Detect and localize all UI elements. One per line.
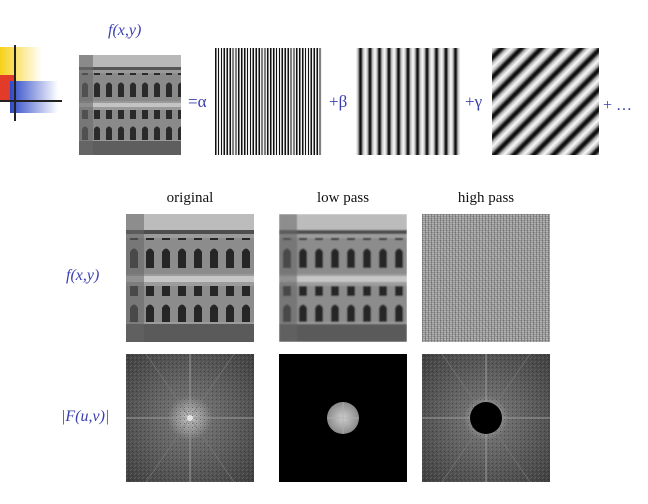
high-pass-spectrum [422,354,550,482]
equals-alpha: =α [188,92,207,111]
original-image [126,214,254,342]
basis-diagonal [492,48,599,155]
plus-beta: +β [329,92,348,111]
original-spectrum [126,354,254,482]
low-pass-image [279,214,407,342]
top-fxy-label: f(x,y) [108,22,142,39]
basis-vertical-fine [215,48,322,155]
col-label-high-pass: high pass [457,190,515,206]
row-label-Fuv: |F(u,v)| [61,408,110,425]
plus-ellipsis: + … [603,97,633,114]
slide-logo [0,45,62,121]
col-label-low-pass: low pass [316,190,370,206]
low-pass-spectrum [279,354,407,482]
building-image-top [79,55,181,155]
col-label-original: original [166,190,214,206]
high-pass-image [422,214,550,342]
row-label-fxy: f(x,y) [66,267,100,284]
plus-gamma: +γ [465,92,483,111]
basis-vertical-coarse [356,48,460,155]
